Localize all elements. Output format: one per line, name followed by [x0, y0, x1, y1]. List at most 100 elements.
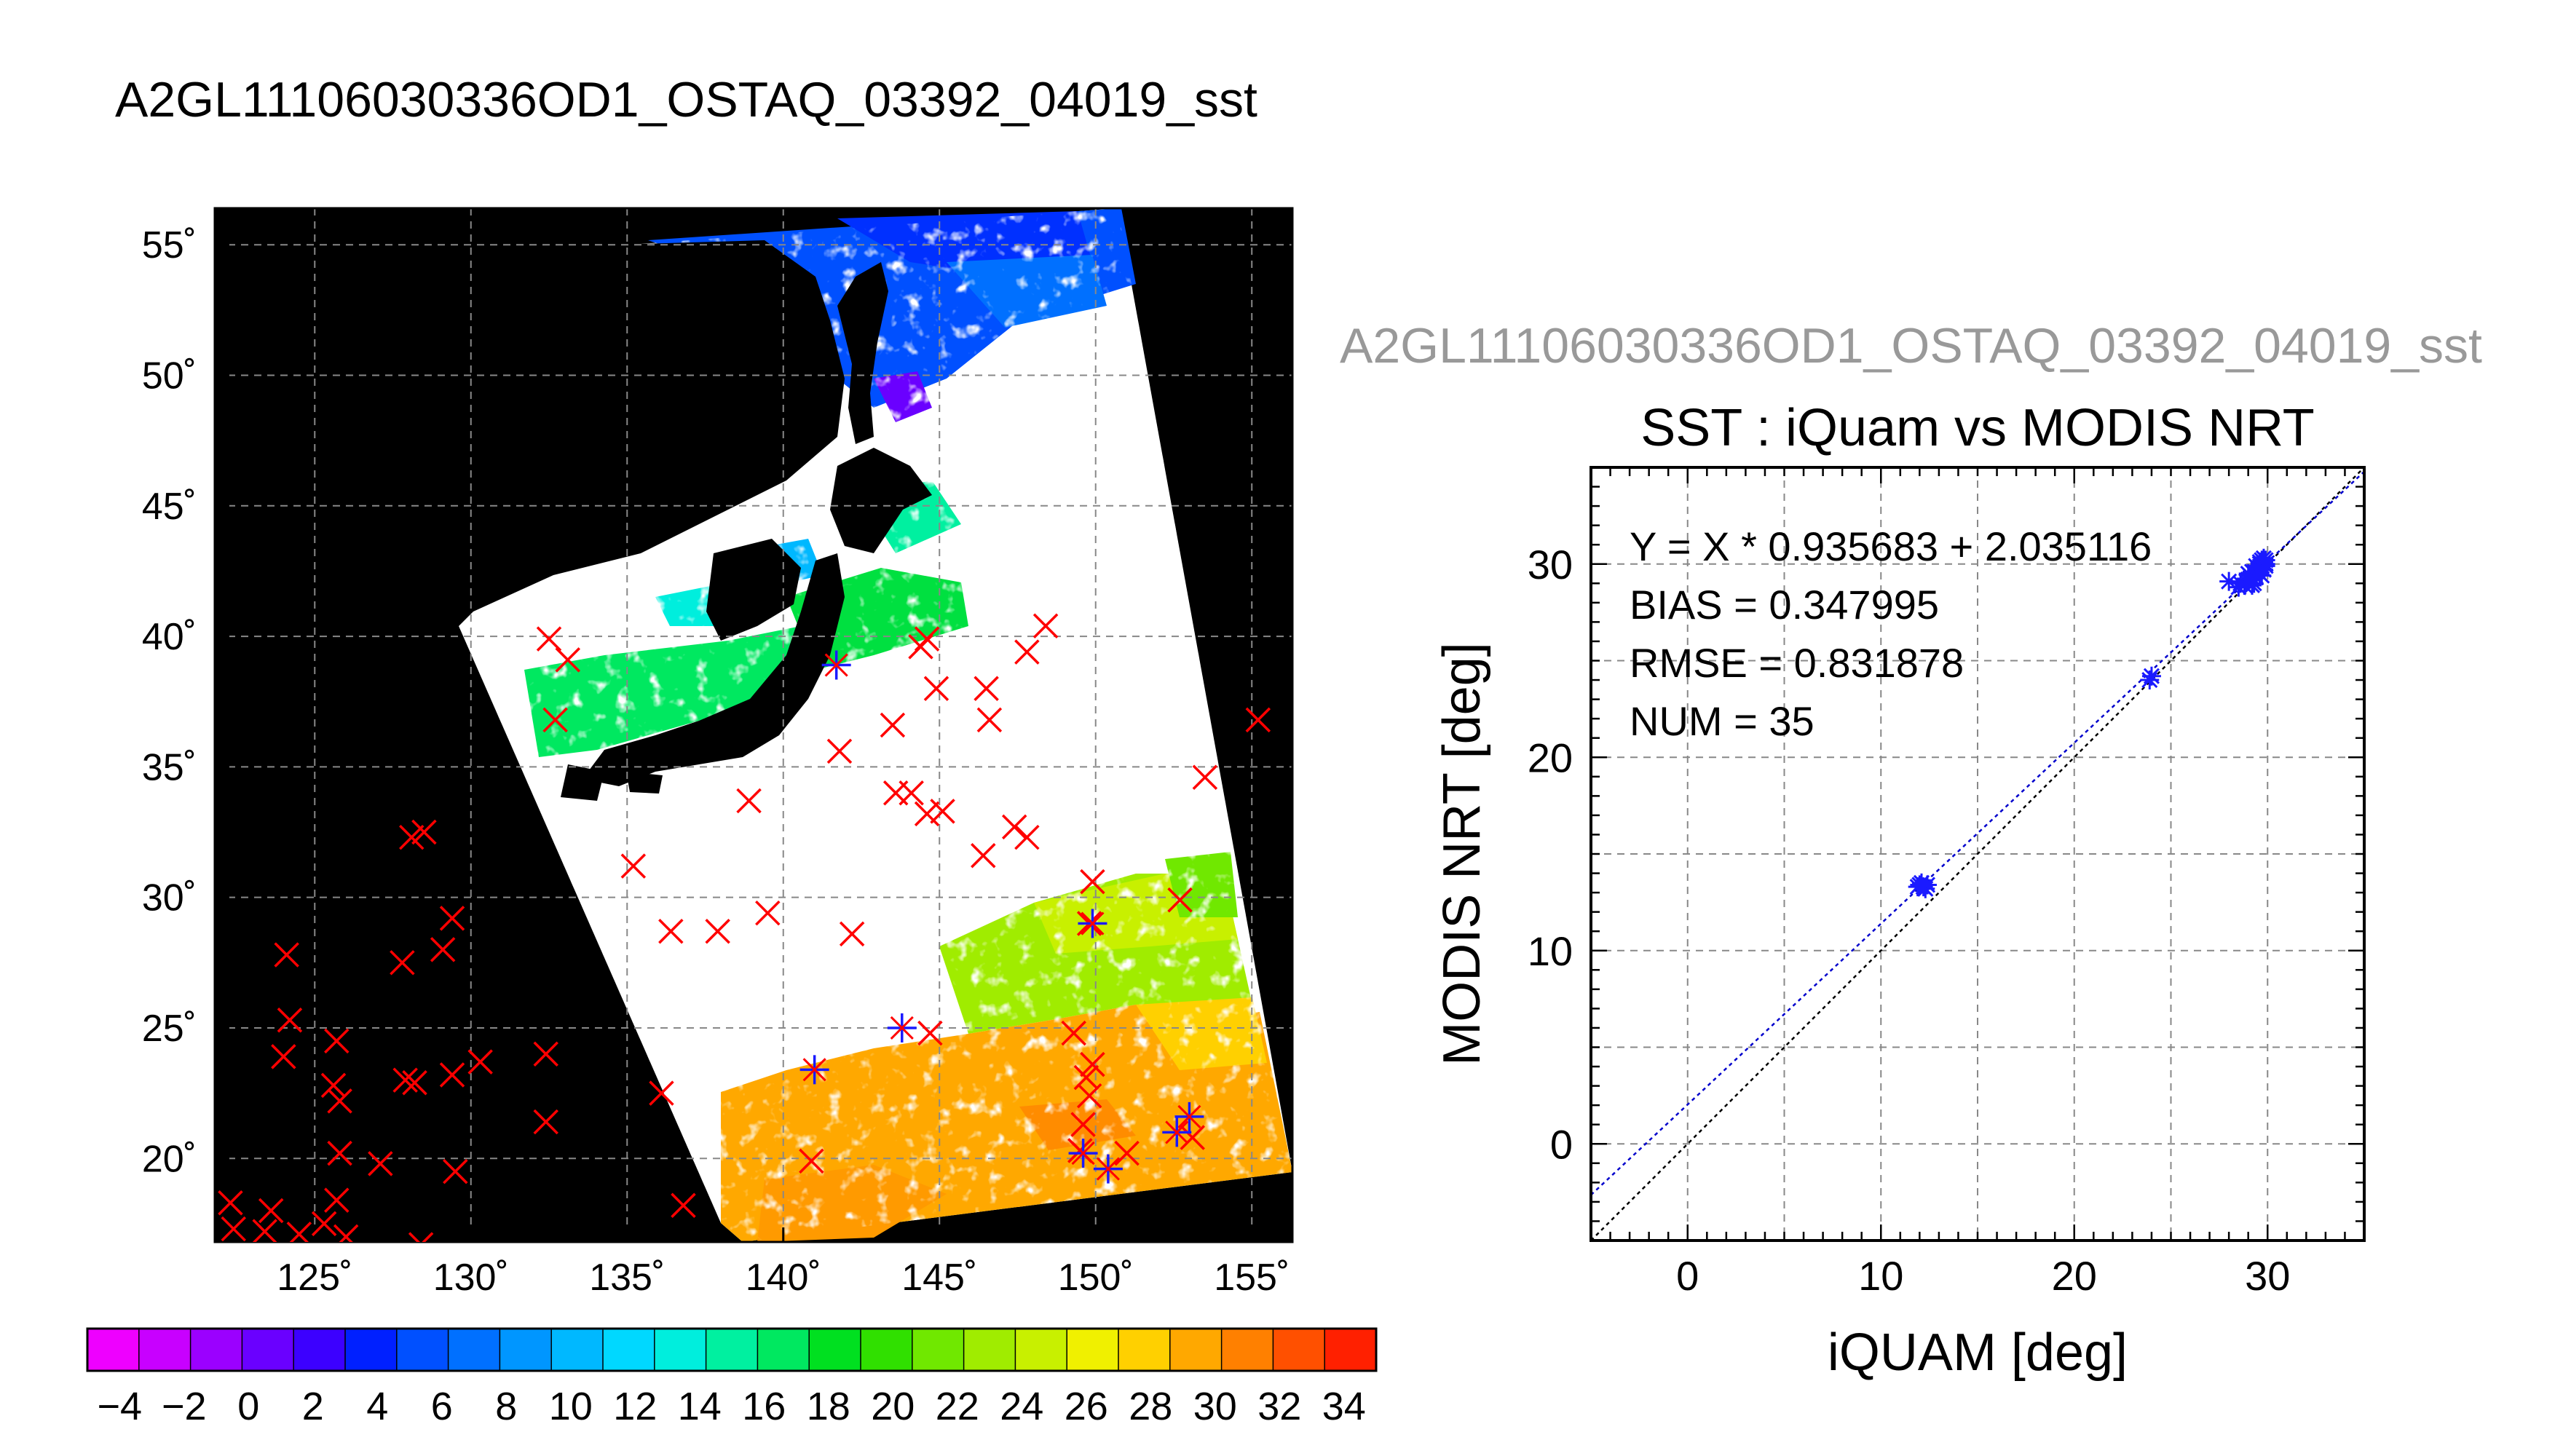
- lat-tick-label: 20˚: [142, 1138, 197, 1180]
- blue-star-marker: [1068, 1139, 1098, 1168]
- statistic-line: RMSE = 0.831878: [1630, 640, 1964, 686]
- red-x-marker: [705, 919, 730, 944]
- red-x-marker: [536, 626, 562, 652]
- red-x-marker: [274, 942, 299, 968]
- scatter-y-tick-label: 10: [1528, 928, 1573, 974]
- colorbar-segments: [87, 1329, 1377, 1371]
- colorbar-tick-labels: −4 −2 0 2 4 6 8 10 12 14 16 18 20 22 24 26 28 30 32 34: [97, 1385, 1365, 1428]
- secondary-title: A2GL11106030336OD1_OSTAQ_03392_04019_sst: [1340, 318, 2482, 373]
- colorbar-segment: [1221, 1329, 1273, 1371]
- red-x-marker: [439, 906, 465, 931]
- red-x-marker: [976, 707, 1003, 733]
- lat-tick-label: 30˚: [142, 877, 197, 919]
- red-x-marker: [324, 1187, 350, 1213]
- identity-line: [1591, 467, 2364, 1241]
- scatter-title: SST : iQuam vs MODIS NRT: [1640, 399, 2315, 457]
- land-masses: [379, 240, 932, 801]
- red-x-marker: [324, 1028, 350, 1054]
- lat-tick-label: 35˚: [142, 746, 197, 788]
- red-x-marker: [899, 780, 924, 806]
- red-x-marker: [1114, 1140, 1140, 1166]
- colorbar-segment: [499, 1329, 552, 1371]
- colorbar-tick-label: 8: [495, 1385, 517, 1428]
- colorbar-tick-label: 16: [742, 1385, 786, 1428]
- colorbar-segment: [1067, 1329, 1119, 1371]
- colorbar-tick-label: −2: [162, 1385, 207, 1428]
- scatter-point: [2256, 556, 2275, 576]
- red-x-marker: [218, 1190, 243, 1216]
- red-x-marker: [430, 937, 456, 962]
- colorbar-tick-label: 0: [237, 1385, 259, 1428]
- statistic-line: Y = X * 0.935683 + 2.035116: [1630, 523, 2152, 569]
- colorbar-tick-label: 26: [1065, 1385, 1108, 1428]
- red-x-marker: [1245, 707, 1271, 733]
- red-x-marker: [826, 738, 853, 764]
- collocation-markers: [218, 613, 1271, 1242]
- colorbar-segment: [448, 1329, 500, 1371]
- red-x-marker: [533, 1109, 558, 1135]
- colorbar-segment: [809, 1329, 861, 1371]
- colorbar: −4 −2 0 2 4 6 8 10 12 14 16 18 20 22 24 26 28 30 32 34: [86, 1327, 1378, 1428]
- red-x-marker: [439, 1062, 465, 1088]
- red-x-marker: [399, 824, 424, 850]
- scatter-statistics: Y = X * 0.935683 + 2.035116 BIAS = 0.3479…: [1630, 523, 2152, 744]
- colorbar-segment: [1324, 1329, 1377, 1371]
- lon-tick-label: 140˚: [746, 1257, 821, 1299]
- red-x-marker: [1192, 764, 1218, 790]
- red-x-marker: [320, 1072, 347, 1099]
- lat-tick-label: 45˚: [142, 486, 197, 528]
- red-x-marker: [286, 1222, 312, 1242]
- blue-star-marker: [1162, 1117, 1192, 1147]
- red-x-marker: [402, 1070, 427, 1096]
- red-x-marker: [1167, 887, 1193, 913]
- regression-line: [1591, 470, 2364, 1196]
- colorbar-segment: [190, 1329, 242, 1371]
- scatter-point: [2229, 577, 2248, 597]
- scatter-point: [2219, 571, 2239, 591]
- colorbar-tick-label: 10: [549, 1385, 593, 1428]
- colorbar-tick-label: 4: [366, 1385, 388, 1428]
- scatter-y-tick-labels: 0 10 20 30: [1528, 542, 1573, 1168]
- lon-tick-label: 130˚: [433, 1257, 509, 1299]
- red-x-marker: [930, 799, 955, 824]
- red-x-marker: [658, 919, 684, 944]
- scatter-point: [2141, 666, 2161, 686]
- red-x-marker: [923, 676, 949, 702]
- red-x-marker: [649, 1080, 674, 1106]
- red-x-marker: [467, 1049, 493, 1075]
- red-x-marker: [1180, 1125, 1205, 1150]
- scatter-y-tick-label: 20: [1528, 735, 1573, 780]
- red-x-marker: [258, 1198, 284, 1224]
- map-frame: [213, 207, 1294, 1243]
- red-x-marker: [914, 626, 940, 652]
- scatter-panel: A2GL11106030336OD1_OSTAQ_03392_04019_sst…: [1340, 318, 2482, 1382]
- blue-star-marker: [1174, 1101, 1204, 1131]
- red-x-marker: [277, 1007, 303, 1033]
- red-x-marker: [1073, 1064, 1099, 1091]
- scatter-x-tick-label: 20: [2052, 1253, 2097, 1299]
- red-x-marker: [221, 1216, 246, 1242]
- scatter-y-tick-label: 0: [1550, 1121, 1573, 1167]
- red-x-marker: [1070, 1112, 1096, 1137]
- sst-map-panel: 125˚ 130˚ 135˚ 140˚ 145˚ 150˚ 155˚ 55˚ 50˚ 45˚ 40…: [142, 207, 1294, 1299]
- red-x-marker: [443, 1158, 468, 1184]
- colorbar-segment: [87, 1329, 140, 1371]
- colorbar-tick-label: 12: [613, 1385, 657, 1428]
- colorbar-tick-label: 30: [1193, 1385, 1237, 1428]
- lon-tick-label: 125˚: [277, 1257, 352, 1299]
- red-x-marker: [736, 788, 762, 814]
- scatter-y-tick-label: 30: [1528, 542, 1573, 587]
- colorbar-segment: [396, 1329, 449, 1371]
- scatter-minor-ticks: [1590, 466, 2366, 1242]
- red-x-marker: [555, 647, 580, 673]
- red-x-marker: [1061, 1020, 1086, 1046]
- colorbar-segment: [293, 1329, 346, 1371]
- colorbar-segment: [861, 1329, 913, 1371]
- blue-star-marker: [1078, 909, 1107, 938]
- colorbar-tick-label: 24: [1000, 1385, 1043, 1428]
- red-x-marker: [1032, 613, 1059, 638]
- red-x-marker: [390, 950, 415, 976]
- latitude-tick-labels: 55˚ 50˚ 45˚ 40˚ 35˚ 30˚ 25˚ 20˚: [142, 224, 197, 1180]
- lat-tick-label: 25˚: [142, 1008, 197, 1050]
